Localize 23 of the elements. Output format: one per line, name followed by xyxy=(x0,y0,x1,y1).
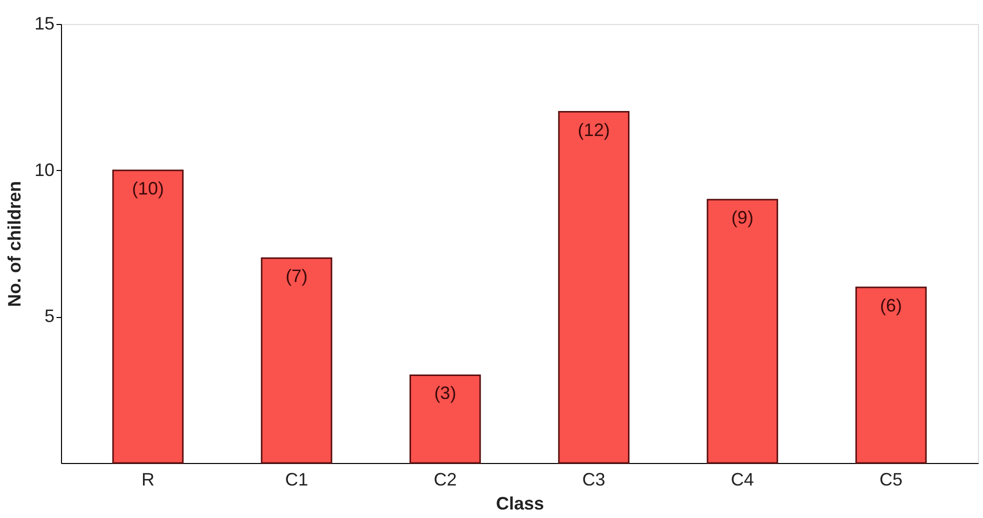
data-label: (7) xyxy=(286,266,308,286)
y-tick-label: 5 xyxy=(44,306,54,326)
bar xyxy=(260,257,332,464)
data-label: (12) xyxy=(578,120,610,140)
x-tick-label: C2 xyxy=(434,470,457,490)
bar xyxy=(558,111,630,464)
x-tick-label: C1 xyxy=(285,470,308,490)
data-label: (6) xyxy=(880,295,902,316)
x-tick-label: C3 xyxy=(582,470,606,490)
data-label: (10) xyxy=(132,178,164,198)
bar xyxy=(706,198,778,464)
data-label: (9) xyxy=(731,208,754,228)
bar xyxy=(855,286,927,464)
y-axis-title: No. of children xyxy=(4,181,24,307)
x-axis-title: Class xyxy=(496,494,544,514)
data-label: (3) xyxy=(434,383,456,404)
bar xyxy=(410,374,481,464)
y-tick-label: 15 xyxy=(34,14,54,34)
x-tick-label: C5 xyxy=(880,470,903,490)
bar xyxy=(112,170,184,464)
y-tick-label: 10 xyxy=(34,160,54,180)
x-tick-label: C4 xyxy=(730,470,754,490)
x-tick-label: R xyxy=(141,470,154,490)
